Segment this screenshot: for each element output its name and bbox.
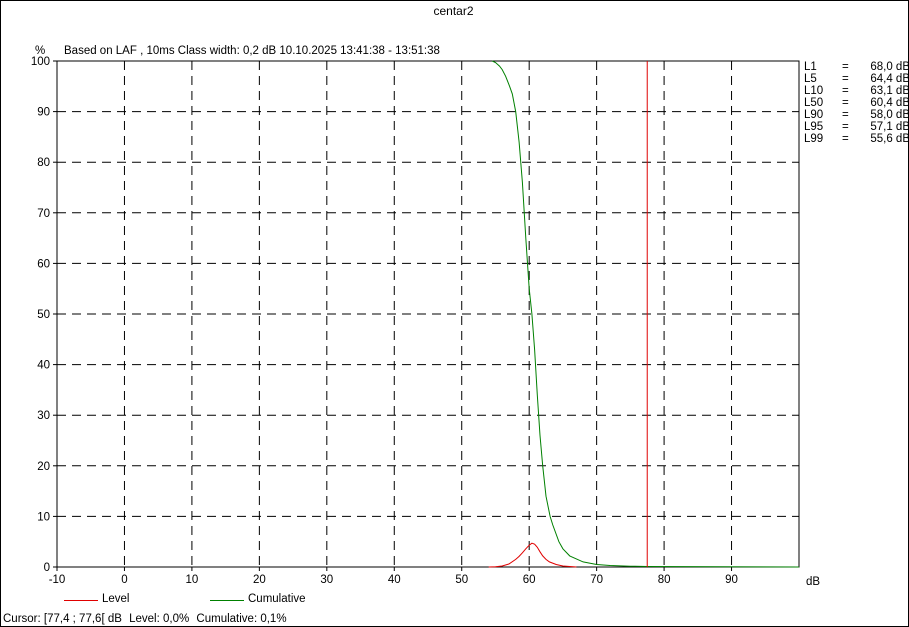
stat-eq: = [842,121,849,133]
x-tick-label: 0 [121,574,127,586]
stat-name: L90 [804,109,824,121]
y-tick-label: 0 [44,562,50,574]
y-axis-unit: % [35,45,46,57]
y-tick-label: 80 [37,157,50,169]
y-tick-label: 70 [37,208,50,220]
stat-val: 58,0 dB [870,109,909,121]
y-tick-label: 40 [37,360,50,372]
stat-name: L95 [804,121,824,133]
x-tick-label: -10 [49,574,66,586]
x-tick-label: 20 [253,574,266,586]
x-tick-label: 70 [590,574,603,586]
stat-row-l95: L95 = 57,1 dB [804,121,909,133]
stat-name: L50 [804,97,824,109]
x-tick-label: 40 [388,574,401,586]
stat-val: 55,6 dB [870,133,909,145]
cumulative-swatch [210,600,244,601]
cursor-range: Cursor: [77,4 ; 77,6[ dB [3,613,122,625]
x-tick-label: 60 [523,574,536,586]
x-axis-unit: dB [806,576,821,588]
stat-val: 64,4 dB [870,73,909,85]
chart-title: centar2 [433,4,474,18]
stat-val: 60,4 dB [870,97,909,109]
stat-row-l99: L99 = 55,6 dB [804,133,909,145]
y-tick-label: 10 [37,511,50,523]
series-line-level [488,542,577,568]
chart-subtitle: Based on LAF , 10ms Class width: 0,2 dB … [64,45,440,57]
stat-val: 68,0 dB [870,61,909,73]
x-tick-label: 30 [320,574,333,586]
x-tick-label: 90 [725,574,738,586]
series-line-cumulative [491,60,800,568]
grid [57,61,799,567]
stat-eq: = [842,73,849,85]
axis-ticks: -10 0 10 20 30 40 50 60 70 80 90010203040506070809… [31,56,738,586]
y-tick-label: 30 [37,410,50,422]
legend-label-level: Level [102,593,130,605]
series [488,60,800,568]
x-tick-label: 10 [186,574,199,586]
y-tick-label: 60 [37,258,50,270]
stat-name: L5 [804,73,817,85]
legend-label-cumulative: Cumulative [248,593,306,605]
y-tick-label: 20 [37,461,50,473]
stat-row-l5: L5 = 64,4 dB [804,73,909,85]
stat-eq: = [842,85,849,97]
x-tick-label: 80 [658,574,671,586]
stat-name: L10 [804,85,824,97]
cursor-level: Level: 0,0% [129,613,190,625]
stat-row-l1: L1 = 68,0 dB [804,61,909,73]
stat-row-l90: L90 = 58,0 dB [804,109,909,121]
stat-eq: = [842,61,849,73]
cursor-readout: Cursor: [77,4 ; 77,6[ dB Level: 0,0% Cum… [3,613,291,625]
y-tick-label: 50 [37,309,50,321]
stat-row-l50: L50 = 60,4 dB [804,97,909,109]
stat-eq: = [842,133,849,145]
stat-row-l10: L10 = 63,1 dB [804,85,909,97]
stat-eq: = [842,109,849,121]
stat-name: L1 [804,61,817,73]
x-tick-label: 50 [455,574,468,586]
percentile-stats: L1 = 68,0 dB L5 = 64,4 dB L10 = 63,1 dB L50 = 60,4 … [804,61,909,145]
stat-name: L99 [804,133,824,145]
stat-eq: = [842,97,849,109]
cursor-cumulative: Cumulative: 0,1% [196,613,287,625]
stat-val: 57,1 dB [870,121,909,133]
level-swatch [64,600,98,601]
stat-val: 63,1 dB [870,85,909,97]
y-tick-label: 90 [37,107,50,119]
y-tick-label: 100 [31,56,50,68]
